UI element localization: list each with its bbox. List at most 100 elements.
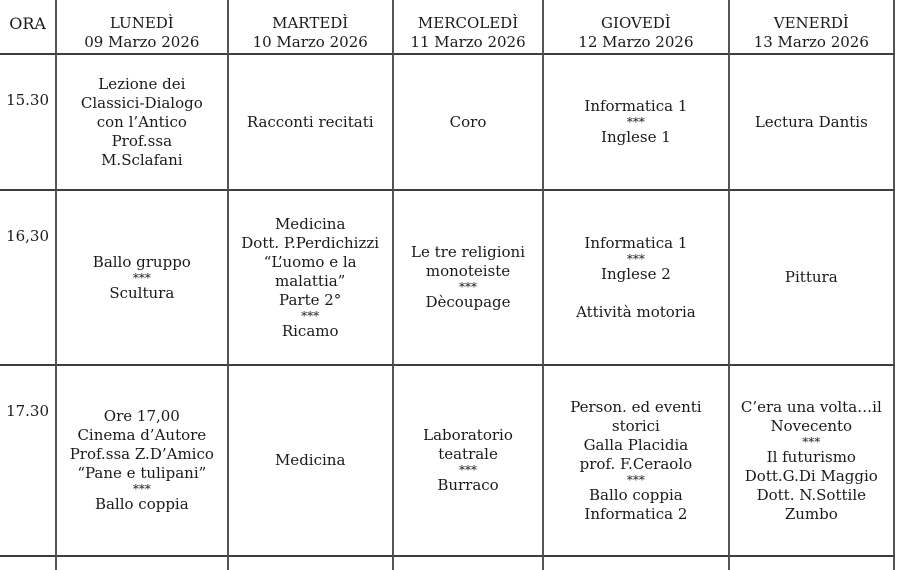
cell-line: Ore 17,00 <box>103 407 180 425</box>
cell-line: Laboratorio <box>423 426 513 444</box>
cell-line: Coro <box>449 112 487 131</box>
schedule-cell: Racconti recitati <box>228 55 394 191</box>
separator-stars: *** <box>132 270 151 285</box>
schedule-cell: Pers. Storici***Informatica 2 <box>544 557 730 570</box>
schedule-cell: Arte, Architetturae Personaggi diBarcell… <box>229 557 394 570</box>
cell-line: con l’Antico <box>96 112 187 131</box>
day-date: 09 Marzo 2026 <box>84 33 200 51</box>
schedule-cell: Person. ed eventi storici Galla Placidia pr… <box>544 366 730 557</box>
cell-line <box>547 284 724 303</box>
cell-line: Informatica 2 <box>584 504 688 523</box>
cell-line: Racconti recitati <box>246 112 374 131</box>
day-date: 10 Marzo 2026 <box>252 33 368 51</box>
cell-line: Scultura <box>109 283 175 302</box>
day-date: 11 Marzo 2026 <box>410 33 526 51</box>
table-header: ORA LUNEDÌ 09 Marzo 2026 MARTEDÌ 10 Marzo 2… <box>0 0 895 55</box>
column-header-ora: ORA <box>0 0 58 55</box>
column-header-day-5: VENERDÌ 13 Marzo 2026 <box>729 0 895 55</box>
schedule-cell: Informatica 1 *** Inglese 1 <box>544 55 730 191</box>
cell-line: Ballo coppia <box>94 495 189 513</box>
cell-line: M.Sclafani <box>101 150 183 169</box>
column-header-day-4: GIOVEDÌ 12 Marzo 2026 <box>544 0 730 55</box>
day-label: VENERDÌ <box>773 14 849 32</box>
cell-line: Dott. P.Perdichizzi <box>241 233 380 252</box>
schedule-row: 16,30 Ballo gruppo *** Scultura Medicina Dott… <box>0 191 895 366</box>
cell-line: Le tre religioni <box>411 243 526 261</box>
schedule-cell: Lezione dei Classici-Dialogo con l’Antico P… <box>57 55 229 191</box>
separator-stars: *** <box>802 434 821 449</box>
day-label: GIOVEDÌ <box>601 14 671 32</box>
cell-line: Dècoupage <box>425 293 511 311</box>
cell-line: Dott.G.Di Maggio <box>744 466 878 485</box>
day-label: MERCOLEDÌ <box>417 14 519 32</box>
schedule-cell: “ <box>730 557 895 570</box>
separator-stars: *** <box>626 472 645 487</box>
separator-stars: *** <box>132 482 151 496</box>
separator-stars: *** <box>301 308 320 323</box>
day-label: MARTEDÌ <box>272 14 349 32</box>
cell-line: Galla Placidia <box>583 435 689 454</box>
day-label: LUNEDÌ <box>109 14 174 32</box>
schedule-row: 17.30 Ore 17,00 Cinema d’Autore Prof.ssa Z.… <box>0 366 895 557</box>
cell-line: Parte 2° <box>279 290 342 309</box>
day-date: 13 Marzo 2026 <box>753 33 869 51</box>
separator-stars: *** <box>459 463 478 477</box>
header-row: ORA LUNEDÌ 09 Marzo 2026 MARTEDÌ 10 Marzo 2… <box>0 0 895 55</box>
cell-line: storici <box>611 416 660 435</box>
schedule-cell: Le tre religioni monoteiste *** Dècoupage <box>393 191 545 366</box>
day-date: 12 Marzo 2026 <box>578 33 694 51</box>
cell-line: Informatica 1 <box>584 97 688 115</box>
cell-line: Zumbo <box>784 504 838 523</box>
schedule-cell: Coro <box>393 55 545 191</box>
cell-line: Informatica 1 <box>584 233 688 252</box>
cell-line: Inglese 1 <box>601 128 671 146</box>
separator-stars: *** <box>459 280 478 294</box>
time-cell: 16,30 <box>0 191 58 366</box>
schedule-cell: Ore 17,00 Cinema d’Autore Prof.ssa Z.D’Ami… <box>57 366 229 557</box>
time-cell: 17.30 <box>0 366 58 557</box>
cell-line: Il futurismo <box>766 447 856 466</box>
cell-line: C’era una volta…il <box>740 397 882 416</box>
separator-stars: *** <box>626 115 645 129</box>
schedule-cell: Lectura Dantis <box>729 55 895 191</box>
cell-line: Novecento <box>770 416 853 435</box>
time-cell: 15.30 <box>0 55 58 191</box>
time-cell: 18.30 <box>0 557 58 570</box>
column-header-day-2: MARTEDÌ 10 Marzo 2026 <box>228 0 394 55</box>
cell-line: malattia” <box>274 271 346 290</box>
cell-line: Classici-Dialogo <box>80 93 203 112</box>
cell-line: Ballo gruppo <box>92 252 191 271</box>
cell-line: Prof.ssa Z.D’Amico <box>69 445 214 463</box>
schedule-cell: Informatica 1 *** Inglese 2 Attività motor… <box>544 191 730 366</box>
cell-line: monoteiste <box>425 262 511 280</box>
cell-line: Inglese 2 <box>601 264 671 283</box>
schedule-row: 15.30 Lezione dei Classici-Dialogo con l’An… <box>0 55 895 191</box>
cell-line: Pittura <box>784 268 838 286</box>
cell-line: “L’uomo e la <box>263 252 357 271</box>
cell-line: Person. ed eventi <box>570 397 702 416</box>
cell-line: Prof.ssa <box>111 131 173 150</box>
cell-line: Burraco <box>437 476 499 494</box>
cell-line: teatrale <box>438 445 498 463</box>
cell-line: Ballo coppia <box>589 485 683 504</box>
cell-line: Dott. N.Sottile <box>756 485 866 504</box>
cell-line: Attività motoria <box>576 302 696 321</box>
cell-line: Medicina <box>274 214 346 233</box>
cell-line: Medicina <box>274 451 346 469</box>
schedule-cell: Pittura <box>729 191 895 366</box>
cell-line: Ricamo <box>281 321 339 340</box>
separator-stars: *** <box>626 251 645 266</box>
cell-line: Cinema d’Autore <box>77 426 207 444</box>
cell-line: prof. F.Ceraolo <box>579 454 693 473</box>
column-header-day-1: LUNEDÌ 09 Marzo 2026 <box>57 0 229 55</box>
schedule-cell: Medicina <box>228 366 394 557</box>
cell-line: “Pane e tulipani” <box>77 464 207 482</box>
cell-line: Lectura Dantis <box>754 112 868 131</box>
schedule-cell: C’era una volta…il Novecento *** Il futuris… <box>729 366 895 557</box>
